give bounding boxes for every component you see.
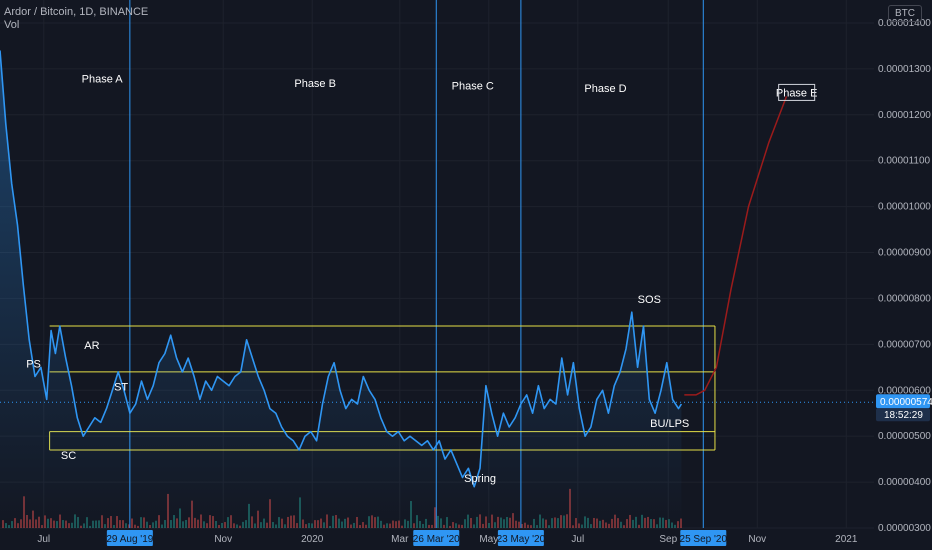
- phase-label: Phase C: [452, 81, 494, 93]
- phase-label: Phase E: [776, 87, 818, 99]
- y-tick-label: 0.00001300: [878, 64, 931, 75]
- y-tick-label: 0.00000400: [878, 477, 931, 488]
- x-tick-label: Sep: [659, 534, 677, 545]
- phase-label: Phase D: [584, 83, 626, 95]
- event-label: PS: [26, 358, 41, 370]
- date-badge: [680, 530, 727, 546]
- date-badge-label: 29 Aug '19: [106, 534, 153, 545]
- symbol-title[interactable]: Ardor / Bitcoin, 1D, BINANCE: [4, 6, 149, 18]
- date-badge: [413, 530, 460, 546]
- x-tick-label: Nov: [214, 534, 232, 545]
- y-tick-label: 0.00000500: [878, 431, 931, 442]
- last-price-tag: 0.00000574 18:52:29: [876, 394, 932, 422]
- price-tag-countdown: 18:52:29: [884, 410, 923, 421]
- x-tick-label: Mar: [391, 534, 409, 545]
- price-tag-value: 0.00000574: [880, 397, 932, 408]
- y-tick-label: 0.00001200: [878, 110, 931, 121]
- phase-e-box: [778, 83, 816, 101]
- y-tick-label: 0.00000900: [878, 248, 931, 259]
- event-label: AR: [84, 340, 99, 352]
- event-label: BU/LPS: [650, 418, 689, 430]
- event-label: SOS: [638, 294, 661, 306]
- projection-line: [684, 96, 788, 396]
- chart-legend: Ardor / Bitcoin, 1D, BINANCE Vol: [4, 6, 148, 32]
- phase-label: Phase A: [82, 74, 124, 86]
- x-tick-label: Jul: [571, 534, 584, 545]
- x-tick-label: Nov: [748, 534, 766, 545]
- y-tick-label: 0.00000800: [878, 293, 931, 304]
- y-tick-label: 0.00001400: [878, 18, 931, 29]
- x-axis: Jul Nov 2020 Mar May Jul Sep Nov 2021 29 Aug '19 2…: [37, 530, 858, 546]
- y-tick-label: 0.00001000: [878, 202, 931, 213]
- y-axis: 0.00000300 0.00000400 0.00000500 0.00000600…: [878, 18, 931, 534]
- volume-indicator-label[interactable]: Vol: [4, 19, 20, 31]
- price-tag-bg: [876, 394, 930, 409]
- y-tick-label: 0.00001100: [878, 156, 931, 167]
- y-tick-label: 0.00000700: [878, 339, 931, 350]
- annotations: Phase A Phase B Phase C Phase D Phase E PS AR S…: [26, 74, 817, 485]
- event-label: ST: [114, 381, 128, 393]
- price-area: [0, 50, 682, 528]
- price-series: [0, 50, 874, 528]
- currency-badge[interactable]: BTC: [888, 5, 922, 22]
- date-badge-label: 26 Mar '20: [413, 534, 460, 545]
- price-line: [0, 50, 683, 488]
- y-tick-label: 0.00000600: [878, 385, 931, 396]
- event-label: SC: [61, 450, 76, 462]
- date-badge-label: 25 Sep '20: [680, 534, 728, 545]
- countdown-bg: [876, 408, 930, 422]
- date-badge: [497, 530, 544, 546]
- date-badge: [106, 530, 153, 546]
- x-tick-label: 2020: [301, 534, 324, 545]
- x-tick-label: 2021: [835, 534, 858, 545]
- x-tick-label: May: [479, 534, 498, 545]
- y-tick-label: 0.00000300: [878, 523, 931, 534]
- date-badge-label: 23 May '20: [497, 534, 546, 545]
- phase-label: Phase B: [294, 78, 336, 90]
- x-tick-label: Jul: [37, 534, 50, 545]
- event-label: Spring: [464, 473, 496, 485]
